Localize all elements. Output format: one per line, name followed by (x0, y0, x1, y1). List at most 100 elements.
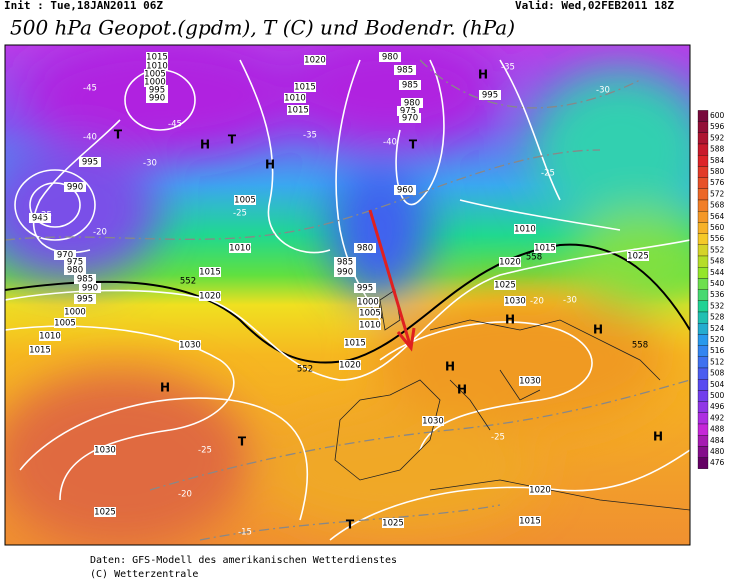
isobar-label-bg (29, 345, 51, 355)
isobar-label: 1020 (499, 258, 521, 268)
isobar-label: 970 (57, 251, 73, 261)
legend-swatch (697, 233, 709, 245)
isobar-label: 1005 (234, 196, 256, 206)
isobar-label: 975 (67, 258, 83, 268)
legend-label: 520 (710, 335, 725, 344)
isobar-label-bg (354, 243, 376, 253)
pressure-center: H (505, 313, 515, 327)
isobar-label-bg (64, 182, 86, 192)
isobar-label: 985 (77, 275, 93, 285)
isobar-label: 1010 (359, 321, 381, 331)
legend-swatch (697, 423, 709, 436)
isobar-label: 1010 (146, 62, 168, 72)
isobar-label: 1015 (534, 244, 556, 254)
isobar-label-bg (399, 113, 421, 123)
legend-label: 552 (710, 245, 725, 254)
legend-swatch (697, 412, 709, 425)
legend-swatch (697, 334, 709, 346)
temperature-label: -30 (563, 296, 577, 306)
temperature-label: -25 (233, 209, 247, 219)
legend-label: 536 (710, 290, 725, 299)
isobar-label: 1015 (287, 106, 309, 116)
isobar-label: 980 (382, 53, 398, 63)
isobar-label: 1000 (144, 78, 166, 88)
isobar-label-bg (479, 90, 501, 100)
isobar-label-bg (179, 340, 201, 350)
isobar-label-bg (357, 297, 379, 307)
isobar-label: 1005 (144, 70, 166, 80)
legend-label: 572 (710, 189, 725, 198)
isobar-label-bg (627, 251, 649, 261)
isobar-label: 1015 (519, 517, 541, 527)
legend-swatch (697, 155, 709, 167)
isobar-label: 985 (397, 66, 413, 76)
legend-swatch (697, 199, 709, 212)
pressure-center: T (114, 128, 123, 142)
isobar-label-bg (234, 195, 256, 205)
isobar-label-bg (146, 85, 168, 95)
isobar-label-bg (514, 224, 536, 234)
legend-swatch (697, 311, 709, 324)
legend-label: 492 (710, 413, 725, 422)
isobar-label-bg (79, 283, 101, 293)
legend-swatch (697, 166, 709, 178)
isobar-label: 1030 (179, 341, 201, 351)
pressure-center: T (346, 518, 355, 532)
legend-label: 600 (710, 111, 725, 120)
isobar-label: 1015 (294, 83, 316, 93)
isobar-label: 1015 (199, 268, 221, 278)
isobar-label-bg (79, 157, 101, 167)
legend-label: 480 (710, 447, 725, 456)
isobar-label: 1015 (146, 53, 168, 63)
isobar-label-bg (519, 376, 541, 386)
isobar-label: 1010 (284, 94, 306, 104)
temperature-label: -35 (501, 63, 515, 73)
isobar-label-bg (519, 516, 541, 526)
geopotential-label: 552 (180, 277, 196, 287)
pressure-center: T (228, 133, 237, 147)
isobar-label: 980 (404, 99, 420, 109)
isobar-label: 1025 (494, 281, 516, 291)
temperature-label: -40 (83, 133, 97, 143)
isobar-label-bg (64, 307, 86, 317)
map-title: 500 hPa Geopot.(gpdm), T (C) und Bodendr… (10, 16, 515, 40)
isobar-label: 1030 (422, 417, 444, 427)
isobar-label: 995 (82, 158, 98, 168)
isobar-label-bg (54, 250, 76, 260)
legend-swatch (697, 457, 709, 469)
isobar-label: 980 (357, 244, 373, 254)
legend-label: 580 (710, 167, 725, 176)
isobar-label: 980 (67, 266, 83, 276)
isobar-label-bg (359, 320, 381, 330)
isobar-label-bg (94, 507, 116, 517)
isobar-label: 1000 (64, 308, 86, 318)
isobar-label: 1010 (514, 225, 536, 235)
temperature-label: -40 (383, 138, 397, 148)
isobar-label-bg (339, 360, 361, 370)
temperature-label: -25 (38, 211, 52, 221)
legend-label: 500 (710, 391, 725, 400)
isobar-label-bg (64, 257, 86, 267)
isobar-label: 1005 (359, 309, 381, 319)
isobar-label-bg (94, 445, 116, 455)
pressure-center: H (160, 381, 170, 395)
temperature-label: -20 (178, 490, 192, 500)
isobar-label-bg (399, 80, 421, 90)
temperature-label: -15 (238, 528, 252, 538)
isobar-label: 970 (402, 114, 418, 124)
legend-swatch (697, 367, 709, 380)
legend-swatch (697, 446, 709, 458)
isobar-label: 1020 (339, 361, 361, 371)
pressure-center: H (653, 430, 663, 444)
temperature-label: -30 (143, 159, 157, 169)
legend-label: 484 (710, 436, 725, 445)
isobar-label: 1015 (344, 339, 366, 349)
isobar-label-bg (304, 55, 326, 65)
isobar-label-bg (64, 265, 86, 275)
legend-swatch (697, 211, 709, 223)
legend-swatch (697, 401, 709, 413)
isobar-label: 1030 (94, 446, 116, 456)
pressure-center: T (409, 138, 418, 152)
init-time: Init : Tue,18JAN2011 06Z (4, 0, 163, 12)
isobar-label-bg (529, 485, 551, 495)
